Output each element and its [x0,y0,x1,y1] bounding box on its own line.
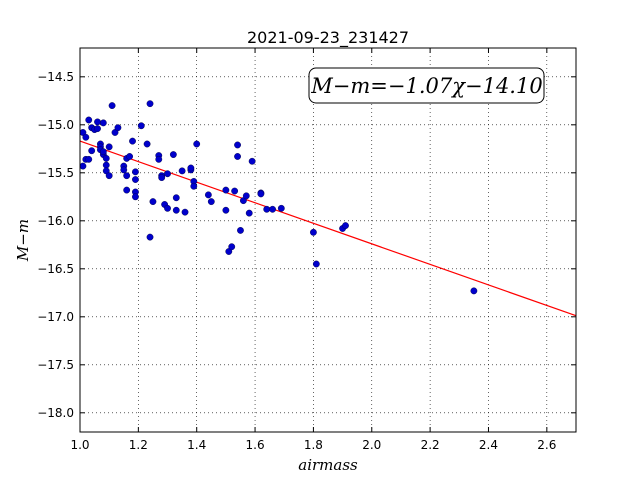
data-point [132,193,139,201]
data-point [164,170,171,178]
data-point [102,154,110,162]
data-point [228,243,236,251]
axis-ticks: 1.0 1.2 1.4 1.6 1.8 2.0 2.2 2.4 2.6 −14.5 −15.0 −15… [37,48,576,452]
x-tick-label: 2.4 [479,438,498,452]
data-point [237,226,244,234]
data-point [99,119,107,127]
data-point [158,174,166,182]
data-point [245,209,253,217]
fit-line [79,140,577,317]
y-axis-label: M−m [14,219,32,262]
data-point [263,205,271,213]
data-point [102,161,110,169]
chart-title: 2021-09-23_231427 [247,28,409,48]
data-point [277,204,285,212]
y-tick-label: −15.0 [37,118,74,132]
data-point [155,155,163,163]
data-point [269,205,276,213]
data-point [94,118,101,126]
data-point [126,153,134,160]
x-tick-label: 1.6 [246,438,265,452]
data-point [234,141,241,149]
x-tick-label: 2.2 [421,438,440,452]
data-point [342,222,349,230]
data-point [204,191,212,199]
data-point [190,182,198,190]
equation-box: M−m=−1.07χ−14.10 [308,67,545,104]
data-point [108,102,116,110]
plot-frame [79,47,577,433]
data-point [248,157,256,165]
data-point [123,186,131,194]
data-point [85,155,93,163]
data-point [169,151,177,158]
equation-text: M−m=−1.07χ−14.10 [310,74,542,98]
data-point [94,125,101,133]
data-point [207,198,215,206]
x-tick-label: 1.8 [304,438,323,452]
y-tick-label: −15.5 [37,166,74,180]
fit-line-layer [79,140,577,317]
data-point [181,208,189,216]
data-point [312,260,320,268]
y-tick-label: −18.0 [37,406,74,420]
data-point [143,140,151,148]
data-point [132,168,139,176]
y-tick-label: −14.5 [37,70,74,84]
data-point [146,100,154,108]
data-point [172,206,180,214]
data-point [146,233,154,241]
data-point [105,172,113,180]
data-point [222,206,230,214]
data-point [99,148,107,156]
y-tick-label: −17.5 [37,358,74,372]
data-point [79,162,87,170]
x-tick-label: 1.0 [70,438,89,452]
x-tick-label: 1.4 [187,438,206,452]
y-tick-label: −16.5 [37,262,74,276]
y-tick-label: −16.0 [37,214,74,228]
data-point [242,192,250,200]
x-tick-label: 1.2 [129,438,148,452]
data-point [120,166,128,174]
data-point [187,164,195,172]
x-tick-label: 2.6 [537,438,556,452]
data-point [149,198,157,206]
data-point [178,167,186,175]
data-point [85,116,93,124]
grid-lines [80,48,576,432]
data-point [172,194,180,202]
data-point [231,187,239,195]
y-tick-label: −17.0 [37,310,74,324]
data-point [193,140,201,148]
x-tick-label: 2.0 [362,438,381,452]
x-axis-label: airmass [298,456,358,474]
data-point [222,186,230,194]
data-point [234,153,241,160]
data-point [257,190,265,198]
data-point [310,228,317,236]
data-point [105,143,113,151]
data-point [132,176,139,183]
data-point [129,137,136,145]
data-point [114,124,122,132]
data-point [164,204,171,212]
data-point [88,147,96,155]
data-point [137,122,145,130]
data-point [470,287,478,295]
scatter-points [79,100,478,295]
data-point [123,172,131,180]
data-point [82,133,90,141]
